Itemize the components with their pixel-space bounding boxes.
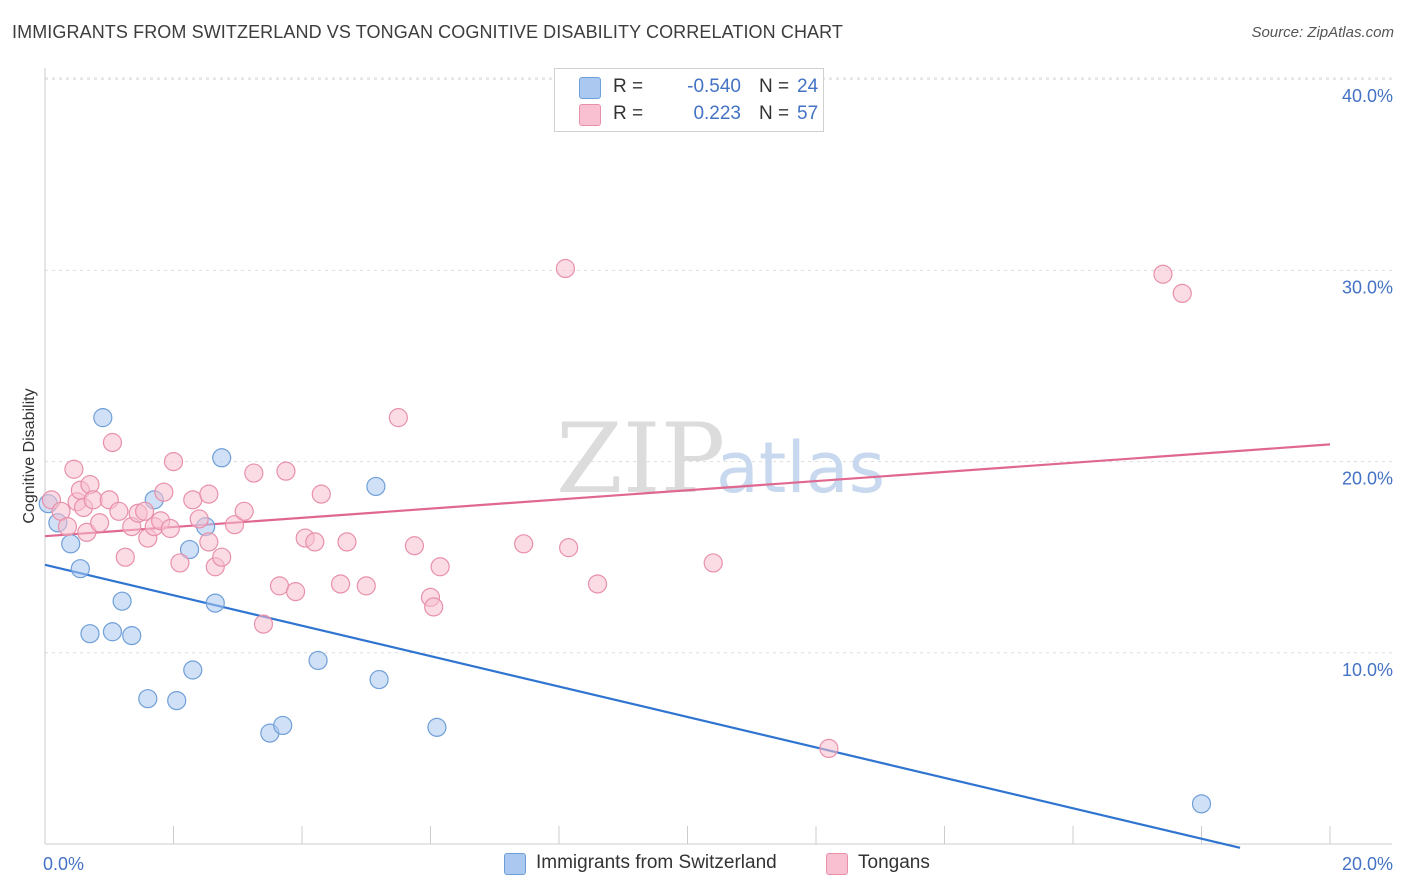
trend-lines [44, 443, 1331, 849]
data-point-tongans [83, 490, 103, 510]
data-point-tongans [276, 461, 296, 481]
data-point-tongans [57, 517, 78, 537]
data-point-switzerland [80, 624, 100, 644]
data-point-tongans [514, 534, 534, 554]
data-point-tongans [305, 532, 325, 552]
data-point-switzerland [138, 689, 158, 709]
data-point-tongans [244, 463, 264, 483]
data-point-switzerland [366, 476, 386, 497]
legend-r-label: R = [613, 103, 644, 124]
data-point-tongans [356, 576, 376, 596]
legend-swatch-tongans [579, 104, 601, 126]
data-point-switzerland [122, 625, 142, 646]
data-point-tongans [555, 258, 576, 279]
data-point-switzerland [167, 690, 187, 711]
watermark: ZIP atlas [556, 403, 885, 515]
data-point-tongans [199, 532, 219, 552]
data-point-switzerland [308, 650, 328, 671]
axis-labels: 10.0% 20.0% 30.0% 40.0% 0.0% 20.0% [43, 86, 1393, 874]
y-tick-label: 10.0% [1342, 660, 1393, 680]
data-point-tongans [64, 459, 84, 479]
data-point-tongans [77, 522, 97, 542]
legend-swatch-switzerland [579, 77, 601, 99]
data-point-tongans [1172, 283, 1192, 303]
data-point-switzerland [70, 559, 90, 579]
data-points [38, 258, 1212, 814]
data-point-tongans [1153, 264, 1173, 284]
bottom-legend-swatch-switzerland [504, 853, 526, 875]
data-point-tongans [587, 574, 608, 594]
watermark-atlas: atlas [716, 427, 885, 509]
data-point-tongans [311, 484, 331, 504]
x-tick-label: 0.0% [43, 854, 84, 874]
data-point-tongans [183, 490, 203, 510]
data-point-switzerland [179, 539, 200, 560]
source-label: Source: ZipAtlas.com [1251, 24, 1394, 41]
bottom-legend-swatch-tongans [826, 853, 848, 875]
data-point-tongans [212, 547, 232, 567]
data-point-switzerland [93, 408, 113, 428]
chart-title: IMMIGRANTS FROM SWITZERLAND VS TONGAN CO… [12, 22, 844, 42]
data-point-switzerland [369, 669, 389, 690]
legend-n-label: N = [759, 76, 790, 97]
data-point-tongans [337, 532, 357, 552]
data-point-tongans [424, 597, 444, 617]
correlation-legend: R = -0.540 N = 24 R = 0.223 N = 57 [554, 68, 824, 132]
data-point-tongans [163, 452, 184, 472]
data-point-tongans [285, 582, 306, 602]
data-point-tongans [234, 501, 254, 521]
data-point-tongans [404, 536, 425, 556]
data-point-tongans [330, 574, 351, 594]
data-point-tongans [269, 576, 290, 596]
data-point-switzerland [427, 717, 447, 737]
legend-r-label: R = [613, 76, 644, 97]
legend-r-value: -0.540 [687, 76, 741, 97]
y-axis-title: Cognitive Disability [21, 388, 38, 523]
data-point-tongans [253, 614, 274, 634]
data-point-switzerland [212, 448, 232, 468]
data-point-switzerland [112, 591, 132, 611]
data-point-tongans [109, 501, 129, 521]
data-point-tongans [160, 518, 180, 539]
legend-n-value: 24 [797, 76, 819, 97]
data-point-tongans [559, 538, 579, 558]
bottom-legend-label: Tongans [858, 852, 930, 873]
y-tick-label: 30.0% [1342, 277, 1393, 297]
data-point-tongans [430, 557, 450, 577]
legend-r-value: 0.223 [693, 103, 741, 124]
data-point-tongans [199, 484, 219, 504]
data-point-tongans [224, 515, 245, 535]
data-point-tongans [102, 432, 123, 453]
data-point-switzerland [273, 715, 293, 736]
watermark-zip: ZIP [556, 403, 725, 515]
data-point-tongans [819, 738, 839, 759]
bottom-legend-label: Immigrants from Switzerland [536, 852, 777, 873]
axes [44, 68, 1392, 845]
data-point-switzerland [61, 534, 81, 554]
data-point-switzerland [205, 593, 225, 613]
data-point-tongans [134, 501, 155, 521]
data-point-switzerland [102, 622, 123, 642]
x-tick-label: 20.0% [1342, 854, 1393, 874]
trend-line-tongans [44, 443, 1331, 538]
legend-n-value: 57 [797, 103, 819, 124]
legend-n-label: N = [759, 103, 790, 124]
trend-line-switzerland [44, 563, 1241, 849]
data-point-tongans [154, 482, 174, 502]
data-point-tongans [388, 408, 408, 428]
data-point-switzerland [1191, 794, 1212, 814]
data-point-tongans [703, 553, 723, 573]
y-tick-label: 40.0% [1342, 86, 1393, 106]
data-point-tongans [90, 513, 110, 533]
data-point-switzerland [183, 660, 203, 680]
data-point-tongans [115, 547, 135, 567]
y-tick-label: 20.0% [1342, 469, 1393, 489]
data-point-tongans [189, 509, 209, 529]
data-point-tongans [170, 553, 190, 573]
